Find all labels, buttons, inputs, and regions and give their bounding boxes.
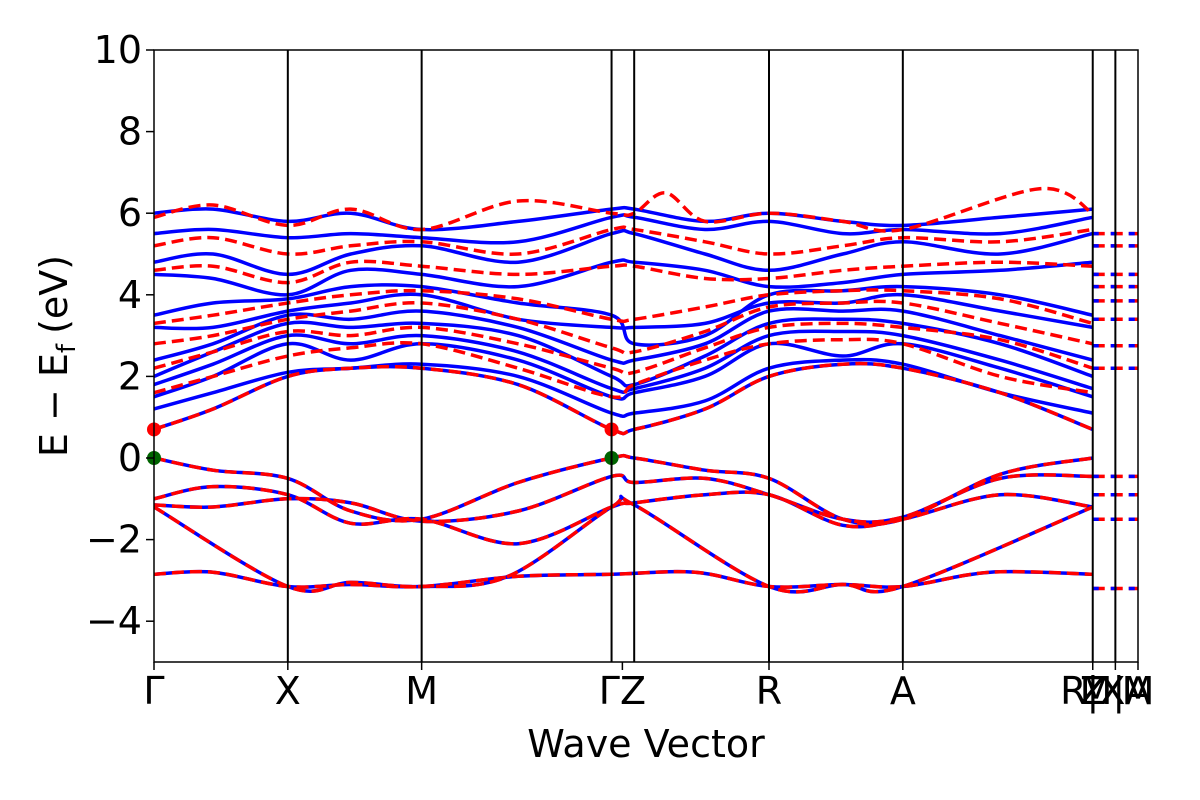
- y-tick-label: 4: [118, 273, 142, 317]
- y-tick-label: 8: [118, 110, 142, 154]
- spin-down-band-0: [154, 569, 1093, 589]
- y-axis-title-main: E − E: [32, 353, 76, 457]
- y-tick-label: 6: [118, 191, 142, 235]
- x-tick-label: ΓZ: [599, 669, 646, 713]
- y-tick-label: −4: [86, 599, 142, 643]
- spin-up-band-2: [154, 453, 1094, 527]
- x-tick-label: X: [275, 669, 301, 713]
- spin-down-band-12: [154, 186, 1094, 233]
- x-axis: Γ X M ΓZ R A ZR|XM|AM: [143, 662, 1154, 714]
- x-axis-title: Wave Vector: [527, 722, 765, 766]
- bands-layer: [154, 186, 1138, 594]
- markers-layer: [147, 422, 619, 465]
- spin-down-band-4: [154, 473, 1093, 524]
- x-tick-label: Z: [1080, 669, 1106, 713]
- y-axis-title: E − Ef (eV): [32, 255, 82, 457]
- x-tick-label: Γ: [143, 669, 164, 713]
- y-tick-label: 0: [118, 436, 142, 480]
- y-axis: −4 −2 0 2 4 6 8 10: [86, 28, 154, 643]
- x-tick-label: R|X: [1060, 669, 1125, 714]
- x-tick-label: A: [890, 669, 916, 713]
- plot-frame: [153, 49, 1139, 663]
- x-tick-label: M|A: [1080, 669, 1152, 714]
- y-axis-title-unit: (eV): [32, 255, 76, 334]
- spin-down-band-7: [154, 321, 1094, 376]
- y-tick-label: 2: [118, 354, 142, 398]
- y-axis-title-subscript: f: [52, 343, 82, 353]
- spin-down-band-1: [154, 494, 1094, 594]
- x-tick-label: R: [756, 669, 782, 713]
- x-tick-label: M: [1122, 669, 1155, 713]
- kpoint-lines: [286, 50, 1117, 662]
- y-tick-label: −2: [86, 518, 142, 562]
- x-tick-label: M: [405, 669, 438, 713]
- spin-up-band-6: [154, 357, 1094, 419]
- y-tick-label: 10: [94, 28, 142, 72]
- spin-down-band-2: [154, 453, 1094, 527]
